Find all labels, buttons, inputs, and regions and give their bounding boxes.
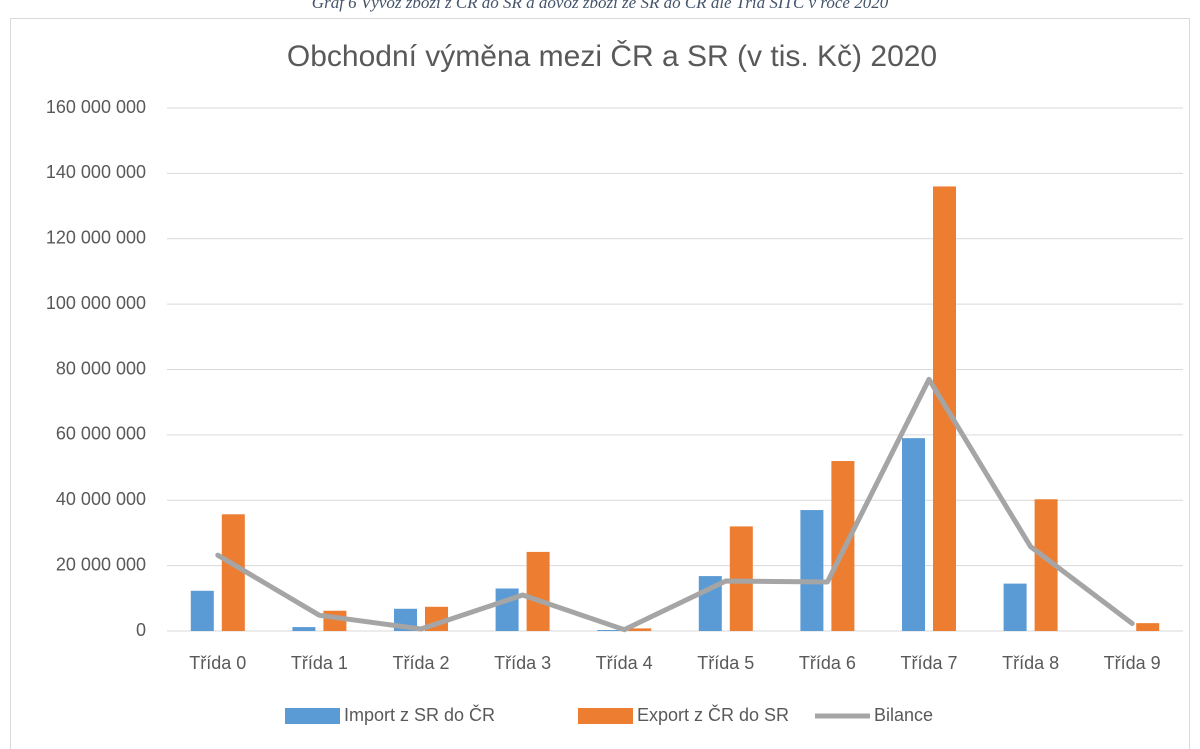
chart-border: [10, 18, 1190, 749]
y-tick-label: 80 000 000: [56, 358, 146, 378]
legend-label: Import z SR do ČR: [344, 704, 495, 725]
y-tick-label: 120 000 000: [46, 228, 146, 248]
legend-label: Bilance: [874, 705, 933, 725]
y-tick-label: 20 000 000: [56, 554, 146, 574]
y-tick-label: 140 000 000: [46, 162, 146, 182]
bar: [800, 510, 824, 631]
y-tick-label: 40 000 000: [56, 489, 146, 509]
chart-title: Obchodní výměna mezi ČR a SR (v tis. Kč)…: [287, 39, 937, 73]
bar: [190, 590, 214, 631]
legend-label: Export z ČR do SR: [637, 704, 789, 725]
legend-marker: [578, 708, 633, 724]
x-tick-label: Třída 8: [1002, 653, 1059, 673]
x-tick-label: Třída 0: [189, 653, 246, 673]
bar: [628, 628, 652, 631]
y-tick-label: 100 000 000: [46, 293, 146, 313]
caption: Graf 6 Vývoz zboží z ČR do SR a dovoz zb…: [312, 0, 889, 12]
bar: [526, 551, 550, 631]
x-tick-label: Třída 7: [900, 653, 957, 673]
bar: [495, 588, 519, 631]
bar: [597, 630, 621, 631]
x-tick-label: Třída 6: [799, 653, 856, 673]
y-tick-label: 160 000 000: [46, 97, 146, 117]
bar: [902, 438, 925, 631]
bar: [1136, 623, 1160, 631]
x-tick-label: Třída 5: [697, 653, 754, 673]
bar: [1003, 583, 1027, 631]
legend-marker: [285, 708, 340, 724]
bar: [292, 627, 316, 631]
y-tick-label: 60 000 000: [56, 424, 146, 444]
x-tick-label: Třída 2: [392, 653, 449, 673]
x-tick-label: Třída 1: [291, 653, 348, 673]
line: [215, 376, 1135, 633]
bar: [221, 514, 245, 631]
y-tick-label: 0: [136, 620, 146, 640]
bar: [1034, 499, 1058, 631]
x-tick-label: Třída 3: [494, 653, 551, 673]
x-tick-label: Třída 4: [596, 653, 653, 673]
x-tick-label: Třída 9: [1104, 653, 1161, 673]
